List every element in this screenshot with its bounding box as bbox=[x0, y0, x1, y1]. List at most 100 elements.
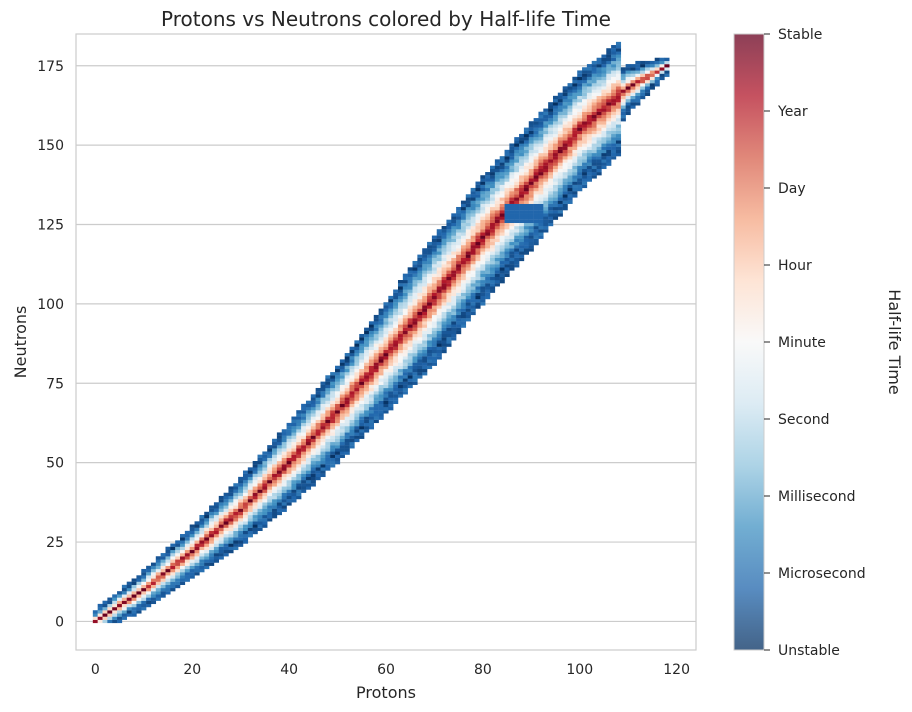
nuclide-cell bbox=[378, 387, 384, 392]
nuclide-cell bbox=[359, 378, 365, 382]
nuclide-cell bbox=[272, 495, 278, 500]
nuclide-cell bbox=[257, 511, 263, 516]
nuclide-cell bbox=[577, 178, 583, 182]
nuclide-cell bbox=[422, 343, 428, 347]
nuclide-cell bbox=[310, 410, 316, 414]
nuclide-cell bbox=[233, 540, 239, 544]
nuclide-cell bbox=[291, 495, 297, 500]
nuclide-cell bbox=[228, 549, 234, 554]
nuclide-cell bbox=[397, 349, 404, 354]
nuclide-cell bbox=[417, 308, 423, 312]
nuclide-cell bbox=[611, 48, 617, 52]
nuclide-cell bbox=[606, 89, 612, 93]
nuclide-cell bbox=[252, 480, 258, 484]
nuclide-cell bbox=[378, 394, 384, 398]
nuclide-cell bbox=[335, 441, 341, 446]
nuclide-cell bbox=[514, 175, 520, 179]
nuclide-cell bbox=[407, 330, 413, 335]
nuclide-cell bbox=[601, 86, 607, 90]
nuclide-cell bbox=[165, 546, 171, 551]
nuclide-cell bbox=[562, 187, 568, 192]
nuclide-cell bbox=[368, 337, 375, 341]
nuclide-cell bbox=[247, 470, 253, 474]
nuclide-cell bbox=[233, 495, 239, 500]
nuclide-cell bbox=[422, 270, 428, 274]
nuclide-cell bbox=[615, 48, 622, 52]
nuclide-cell bbox=[107, 616, 113, 620]
nuclide-cell bbox=[412, 375, 418, 379]
nuclide-cell bbox=[223, 499, 229, 503]
nuclide-cell bbox=[291, 435, 297, 439]
nuclide-cell bbox=[572, 111, 578, 116]
nuclide-cell bbox=[291, 445, 297, 449]
nuclide-cell bbox=[102, 613, 108, 617]
nuclide-cell bbox=[354, 400, 360, 404]
nuclide-cell bbox=[567, 184, 573, 189]
nuclide-cell bbox=[615, 79, 622, 84]
nuclide-cell bbox=[446, 305, 452, 309]
nuclide-cell bbox=[427, 241, 433, 246]
nuclide-cell bbox=[519, 137, 525, 141]
nuclide-cell bbox=[436, 241, 442, 246]
nuclide-cell bbox=[160, 591, 166, 595]
nuclide-cell bbox=[470, 280, 476, 284]
nuclide-cell bbox=[475, 197, 481, 201]
nuclide-cell bbox=[107, 613, 113, 617]
nuclide-cell bbox=[344, 394, 350, 398]
nuclide-cell bbox=[349, 394, 355, 398]
nuclide-cell bbox=[577, 162, 583, 166]
nuclide-cell bbox=[296, 441, 302, 446]
nuclide-cell bbox=[480, 257, 486, 262]
nuclide-cell bbox=[180, 568, 186, 573]
nuclide-cell bbox=[519, 229, 525, 233]
nuclide-cell bbox=[364, 403, 370, 408]
nuclide-cell bbox=[446, 219, 452, 224]
nuclide-cell bbox=[586, 165, 592, 170]
nuclide-cell bbox=[606, 70, 612, 74]
nuclide-cell bbox=[218, 530, 224, 535]
nuclide-cell bbox=[228, 524, 234, 528]
nuclide-cell bbox=[480, 273, 486, 277]
colorbar-tick-label: Year bbox=[777, 104, 808, 120]
nuclide-cell bbox=[349, 346, 355, 351]
nuclide-cell bbox=[267, 460, 273, 465]
nuclide-cell bbox=[475, 210, 481, 214]
nuclide-cell bbox=[552, 156, 559, 160]
nuclide-cell bbox=[286, 467, 292, 471]
nuclide-cell bbox=[451, 241, 457, 246]
nuclide-cell bbox=[490, 273, 496, 277]
nuclide-cell bbox=[223, 527, 229, 532]
nuclide-cell bbox=[615, 149, 622, 154]
nuclide-cell bbox=[349, 359, 355, 363]
nuclide-cell bbox=[301, 473, 307, 478]
nuclide-cell bbox=[427, 340, 433, 344]
nuclide-cell bbox=[112, 613, 118, 617]
nuclide-cell bbox=[388, 318, 394, 322]
nuclide-cell bbox=[276, 502, 282, 506]
nuclide-cell bbox=[427, 292, 433, 297]
nuclide-cell bbox=[339, 391, 345, 395]
nuclide-cell bbox=[456, 254, 462, 258]
nuclide-cell bbox=[199, 518, 205, 522]
nuclide-cell bbox=[601, 156, 607, 160]
nuclide-cell bbox=[509, 165, 515, 170]
nuclide-cell bbox=[562, 133, 568, 138]
nuclide-cell bbox=[562, 203, 568, 208]
nuclide-cell bbox=[436, 283, 442, 287]
nuclide-cell bbox=[286, 429, 292, 433]
nuclide-cell bbox=[572, 149, 578, 154]
nuclide-cell bbox=[611, 140, 617, 144]
nuclide-cell bbox=[504, 200, 510, 204]
nuclide-cell bbox=[490, 184, 496, 189]
nuclide-cell bbox=[480, 302, 486, 306]
nuclide-cell bbox=[412, 260, 418, 265]
nuclide-cell bbox=[557, 159, 563, 163]
nuclide-cell bbox=[344, 426, 350, 430]
nuclide-cell bbox=[364, 353, 370, 357]
nuclide-cell bbox=[548, 194, 554, 198]
nuclide-cell bbox=[470, 308, 476, 312]
nuclide-cell bbox=[509, 146, 515, 150]
nuclide-cell bbox=[339, 422, 345, 427]
nuclide-cell bbox=[412, 267, 418, 271]
nuclide-cell bbox=[543, 156, 549, 160]
